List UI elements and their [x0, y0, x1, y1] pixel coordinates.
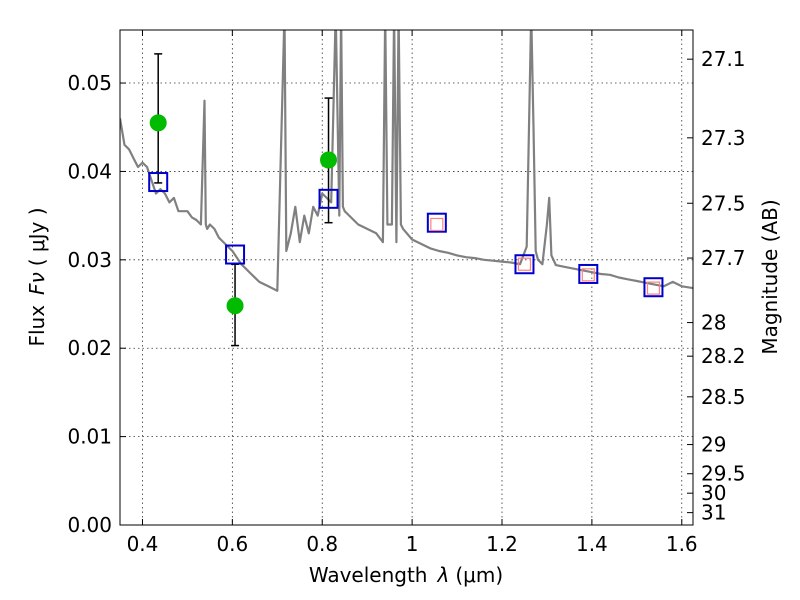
model-point [578, 263, 599, 284]
upper-limit-point [517, 257, 532, 271]
y-tick-label: 0.00 [67, 513, 112, 537]
x-axis-label: Wavelength λ (μm) [309, 563, 503, 587]
x-tick-label: 1.4 [576, 532, 608, 556]
model-point [426, 212, 447, 233]
model-point [643, 277, 664, 298]
y2-tick-label: 28.2 [701, 344, 746, 368]
y2-tick-label: 27.5 [701, 191, 746, 215]
observed-point [149, 114, 167, 132]
grid [120, 30, 693, 525]
upper-limit-point [430, 217, 444, 232]
y2-tick-label: 27.1 [701, 47, 746, 71]
y2-tick-label: 29 [701, 433, 726, 457]
x-tick-label: 1.6 [666, 532, 698, 556]
x-tick-label: 0.4 [127, 532, 159, 556]
upper-limit-point [581, 268, 595, 282]
y-axis-label-text: Flux [25, 305, 49, 347]
y-tick-label: 0.04 [67, 159, 112, 183]
plot-area [120, 30, 693, 347]
y-tick-label: 0.03 [67, 248, 112, 272]
model-point [225, 244, 246, 265]
model-point [514, 254, 535, 275]
y-tick-label: 0.02 [67, 336, 112, 360]
plot-frame [119, 29, 694, 526]
y2-tick-label: 31 [701, 501, 726, 525]
observed-point [226, 297, 244, 315]
y2-axis-label: Magnitude (AB) [758, 199, 782, 354]
upper-limit-point [646, 281, 661, 295]
x-axis-label-unit: (μm) [455, 563, 503, 587]
x-tick-label: 0.6 [216, 532, 248, 556]
observed-point [320, 151, 338, 169]
x-tick-label: 1 [406, 532, 419, 556]
x-axis-label-symbol: λ [437, 563, 450, 587]
y2-tick-label: 27.3 [701, 126, 746, 150]
spectrum-line [120, 30, 693, 292]
y-axis-label-symbol: Fν [25, 272, 49, 295]
y-tick-label: 0.05 [67, 71, 112, 95]
x-tick-label: 1.2 [486, 532, 518, 556]
y-axis-label-unit: ( μJy ) [25, 207, 49, 266]
y-tick-label: 0.01 [67, 425, 112, 449]
x-axis-label-text: Wavelength [309, 563, 428, 587]
y-axis-label: Flux Fν ( μJy ) [25, 207, 49, 346]
model-point [148, 172, 169, 193]
y2-tick-label: 30 [701, 481, 726, 505]
y2-tick-label: 29.5 [701, 462, 746, 486]
y2-tick-label: 28 [701, 311, 726, 335]
y2-tick-label: 28.5 [701, 385, 746, 409]
model-point [318, 188, 339, 209]
y-axis: 0.00 0.01 0.02 0.03 0.04 0.05 [67, 71, 126, 537]
x-axis: 0.4 0.6 0.8 1 1.2 1.4 1.6 [127, 30, 698, 556]
x-tick-label: 0.8 [306, 532, 338, 556]
y2-tick-label: 27.7 [701, 246, 746, 270]
